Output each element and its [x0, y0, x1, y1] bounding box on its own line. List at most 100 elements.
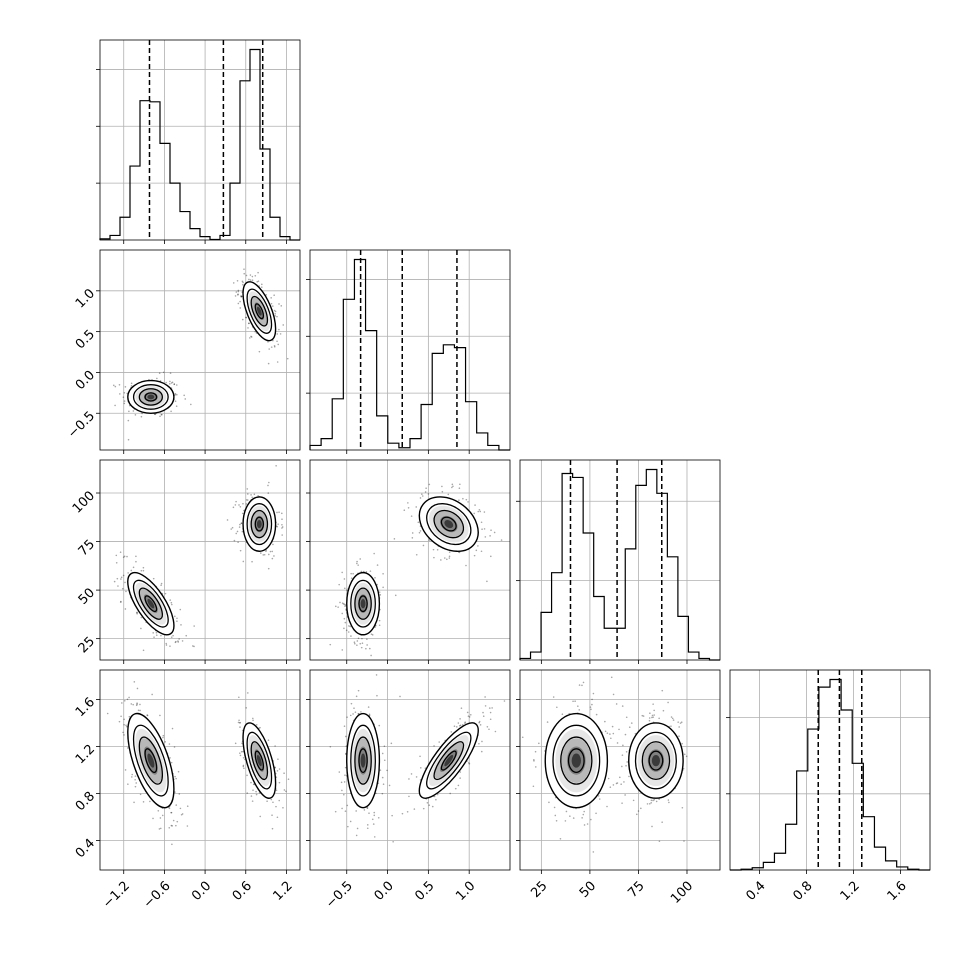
contour-line	[250, 509, 269, 539]
sample-point	[622, 744, 624, 747]
sample-point	[170, 382, 173, 384]
histogram-panel-p3: 0.4 0.8 1.2 1.6	[726, 669, 931, 904]
sample-point	[361, 637, 363, 640]
sample-point	[624, 733, 627, 736]
density-level	[444, 754, 454, 767]
sample-point	[130, 703, 133, 705]
sample-point	[237, 541, 239, 544]
sample-point	[152, 632, 154, 634]
sample-point	[170, 636, 173, 638]
sample-point	[275, 805, 277, 808]
sample-point	[641, 714, 644, 717]
sample-point	[468, 763, 471, 765]
sample-point	[169, 380, 171, 383]
sample-point	[236, 530, 239, 533]
sample-point	[254, 275, 257, 277]
sample-point	[352, 713, 354, 715]
sample-point	[488, 707, 491, 709]
sample-point	[237, 290, 240, 293]
sample-point	[561, 713, 564, 716]
sample-point	[165, 644, 168, 646]
sample-point	[142, 569, 145, 572]
sample-point	[239, 549, 242, 552]
sample-point	[271, 557, 274, 560]
sample-point	[373, 836, 376, 838]
contour-line	[132, 579, 169, 628]
sample-point	[615, 703, 618, 705]
sample-point	[251, 496, 253, 499]
sample-point	[242, 502, 244, 505]
sample-point	[418, 531, 421, 534]
sample-point	[344, 605, 346, 607]
sample-point	[133, 681, 136, 683]
sample-point	[357, 564, 359, 566]
density-level	[256, 754, 262, 767]
sample-point	[569, 815, 571, 817]
sample-point	[171, 727, 174, 730]
sample-point	[658, 840, 661, 843]
contour-line	[552, 724, 601, 797]
y-tick-label: −0.5	[65, 409, 98, 442]
sample-point	[259, 552, 262, 554]
sample-point	[119, 601, 122, 603]
sample-point	[360, 646, 363, 649]
sample-point	[483, 511, 486, 513]
sample-point	[127, 783, 129, 785]
sample-point	[238, 696, 240, 699]
sample-point	[139, 793, 142, 796]
sample-point	[285, 790, 287, 793]
sample-point	[248, 278, 250, 281]
sample-point	[374, 576, 376, 579]
sample-point	[335, 605, 337, 608]
sample-point	[130, 569, 133, 572]
scatter-panel-p0-p1: −0.5 0.0 0.5 1.0	[65, 249, 301, 454]
sample-point	[577, 705, 579, 707]
scatter-panel-p1-p2	[306, 459, 511, 664]
sample-point	[630, 722, 633, 724]
sample-point	[521, 736, 524, 739]
sample-point	[237, 302, 240, 305]
sample-point	[446, 558, 448, 561]
sample-point	[272, 543, 274, 546]
sample-point	[192, 645, 194, 647]
sample-point	[242, 756, 245, 759]
sample-point	[130, 382, 133, 385]
sample-point	[652, 716, 655, 718]
contour-line	[641, 741, 671, 781]
sample-point	[609, 786, 612, 789]
sample-point	[278, 303, 280, 305]
sample-point	[628, 775, 630, 778]
sample-point	[534, 750, 537, 753]
sample-point	[422, 807, 425, 810]
contour-line	[254, 303, 265, 320]
sample-point	[533, 758, 535, 761]
sample-point	[258, 350, 261, 353]
contour-line	[560, 736, 593, 785]
sample-point	[623, 781, 625, 783]
sample-point	[114, 404, 116, 407]
sample-point	[486, 725, 489, 728]
density-level	[147, 394, 155, 400]
sample-point	[556, 706, 558, 709]
sample-point	[341, 649, 344, 651]
sample-point	[119, 551, 122, 554]
sample-point	[240, 750, 243, 753]
sample-point	[239, 307, 242, 309]
sample-point	[612, 784, 615, 786]
sample-point	[478, 721, 480, 724]
sample-point	[255, 790, 257, 793]
sample-point	[157, 810, 160, 812]
sample-point	[159, 415, 161, 418]
sample-point	[248, 337, 251, 339]
sample-point	[458, 724, 461, 727]
sample-point	[391, 814, 393, 817]
sample-point	[407, 502, 409, 504]
sample-point	[610, 676, 613, 679]
sample-point	[590, 708, 592, 711]
sample-point	[353, 707, 355, 709]
sample-point	[488, 728, 490, 731]
sample-point	[158, 828, 161, 830]
sample-point	[276, 525, 278, 528]
contour-line	[634, 731, 677, 790]
sample-point	[243, 272, 246, 275]
